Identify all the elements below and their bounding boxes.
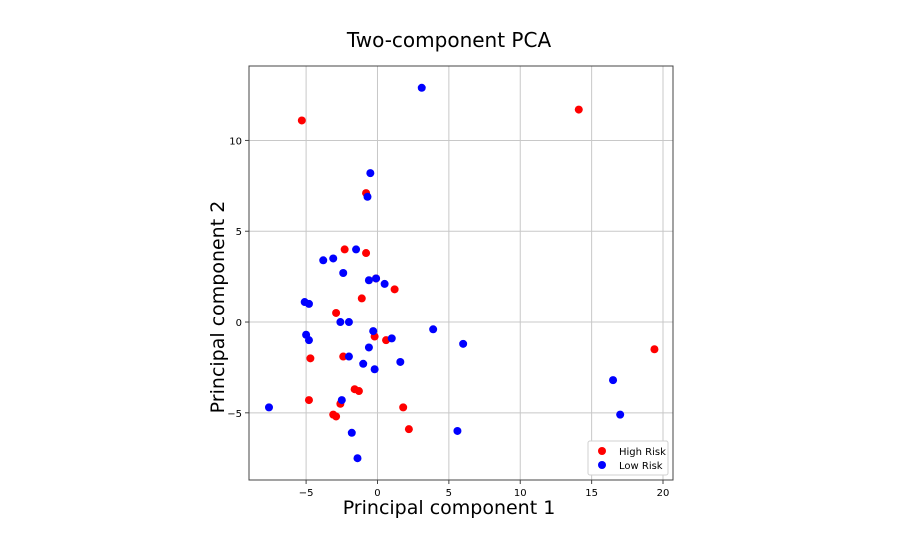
series-high-risk — [297, 105, 659, 434]
data-point — [380, 279, 389, 288]
x-tick-label: −5 — [299, 488, 314, 499]
x-tick-label: 15 — [585, 488, 598, 499]
series-low-risk — [264, 83, 625, 463]
data-point — [372, 274, 381, 283]
data-point — [363, 192, 372, 201]
data-point — [304, 396, 313, 405]
data-point — [399, 403, 408, 412]
data-point — [354, 387, 363, 396]
data-point — [347, 428, 356, 437]
data-point — [297, 116, 306, 125]
data-point — [404, 425, 413, 434]
data-point — [339, 352, 348, 361]
data-point — [339, 269, 348, 277]
y-tick-label: 5 — [236, 227, 242, 238]
data-point — [574, 105, 583, 114]
data-point — [459, 339, 468, 348]
data-point — [366, 169, 375, 178]
legend-marker — [598, 447, 606, 455]
y-tick-label: −5 — [227, 409, 242, 420]
legend: High Risk Low Risk — [587, 440, 669, 476]
data-point — [319, 256, 328, 265]
data-points — [264, 83, 659, 463]
x-axis-label: Principal component 1 — [343, 497, 556, 519]
data-point — [357, 294, 366, 303]
data-point — [306, 354, 315, 363]
data-point — [390, 285, 399, 294]
y-tick-label: 0 — [236, 318, 242, 329]
y-axis-label: Principal component 2 — [207, 201, 229, 414]
data-point — [364, 343, 373, 352]
data-point — [364, 276, 373, 285]
legend-label: Low Risk — [619, 461, 663, 472]
legend-box — [587, 440, 669, 476]
data-point — [344, 352, 353, 361]
data-point — [387, 334, 396, 343]
data-point — [304, 299, 313, 308]
data-point — [264, 403, 273, 412]
data-point — [429, 325, 438, 334]
data-point — [369, 327, 378, 336]
data-point — [304, 336, 313, 345]
legend-label: High Risk — [619, 447, 666, 458]
plot-frame — [248, 65, 674, 481]
data-point — [359, 359, 368, 368]
data-point — [336, 318, 345, 327]
legend-marker — [598, 461, 606, 469]
data-point — [353, 454, 362, 463]
grid-lines — [249, 66, 673, 480]
data-point — [340, 245, 349, 254]
data-point — [370, 365, 379, 374]
data-point — [352, 245, 361, 254]
data-point — [453, 426, 462, 435]
data-point — [362, 249, 371, 258]
data-point — [417, 83, 426, 92]
data-point — [616, 410, 625, 419]
data-point — [344, 318, 353, 327]
data-point — [609, 376, 618, 385]
data-point — [332, 412, 341, 421]
data-point — [332, 308, 341, 317]
x-tick-label: 5 — [446, 488, 452, 499]
data-point — [650, 345, 659, 354]
data-point — [396, 357, 405, 366]
x-tick-label: 10 — [514, 488, 527, 499]
chart-title: Two-component PCA — [346, 28, 552, 52]
x-tick-label: 0 — [374, 488, 380, 499]
y-tick-label: 10 — [229, 136, 242, 147]
data-point — [329, 254, 338, 263]
axis-ticks: −5 0 5 10 15 20 −5 0 5 10 — [227, 136, 669, 499]
data-point — [337, 396, 346, 405]
x-tick-label: 20 — [657, 488, 670, 499]
